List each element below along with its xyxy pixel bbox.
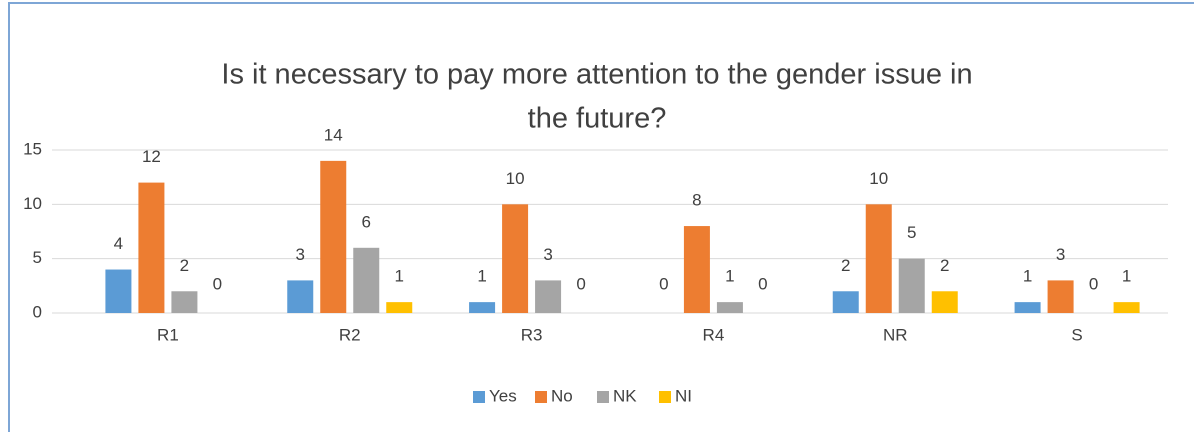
- legend-label: No: [551, 386, 573, 405]
- bar: [386, 302, 413, 313]
- x-tick-label: NR: [883, 325, 908, 344]
- bar: [898, 258, 925, 313]
- bar: [320, 160, 347, 313]
- data-label: 0: [758, 274, 767, 293]
- bar: [931, 291, 958, 313]
- data-label: 5: [907, 223, 916, 242]
- legend-swatch: [659, 391, 671, 403]
- bar: [138, 182, 165, 313]
- data-label: 2: [180, 256, 189, 275]
- bar: [535, 280, 562, 313]
- data-label: 6: [362, 212, 371, 231]
- bar: [171, 291, 198, 313]
- data-label: 2: [841, 256, 850, 275]
- data-label: 0: [213, 274, 222, 293]
- data-label: 14: [324, 125, 343, 144]
- legend-label: NI: [675, 386, 692, 405]
- data-label: 1: [477, 267, 486, 286]
- chart-title: Is it necessary to pay more attention to…: [221, 59, 972, 91]
- bar: [502, 204, 529, 313]
- data-label: 12: [142, 147, 161, 166]
- legend-label: NK: [613, 386, 637, 405]
- data-label: 4: [114, 234, 123, 253]
- data-label: 2: [940, 256, 949, 275]
- data-label: 3: [543, 245, 552, 264]
- bar: [683, 226, 710, 313]
- data-label: 0: [576, 274, 585, 293]
- data-label: 1: [1122, 267, 1131, 286]
- y-tick-label: 15: [23, 139, 42, 158]
- bar: [105, 269, 132, 313]
- data-label: 1: [725, 267, 734, 286]
- x-tick-label: S: [1071, 325, 1082, 344]
- bar: [832, 291, 859, 313]
- x-tick-label: R1: [157, 325, 179, 344]
- data-label: 1: [1023, 267, 1032, 286]
- chart-title: the future?: [528, 103, 667, 135]
- bar: [287, 280, 314, 313]
- bar: [716, 302, 743, 313]
- x-tick-label: R2: [339, 325, 361, 344]
- legend-swatch: [473, 391, 485, 403]
- data-label: 8: [692, 191, 701, 210]
- x-tick-label: R4: [703, 325, 725, 344]
- data-label: 0: [659, 274, 668, 293]
- bar: [1113, 302, 1140, 313]
- data-label: 3: [296, 245, 305, 264]
- legend-label: Yes: [489, 386, 517, 405]
- data-label: 0: [1089, 274, 1098, 293]
- bar: [1047, 280, 1074, 313]
- bar: [353, 247, 380, 313]
- y-tick-label: 0: [33, 302, 42, 321]
- data-label: 10: [506, 169, 525, 188]
- data-label: 1: [395, 267, 404, 286]
- legend-swatch: [597, 391, 609, 403]
- data-label: 3: [1056, 245, 1065, 264]
- y-tick-label: 5: [33, 248, 42, 267]
- bar: [865, 204, 892, 313]
- frame: [8, 2, 1194, 432]
- bar: [1014, 302, 1041, 313]
- x-tick-label: R3: [521, 325, 543, 344]
- bar: [469, 302, 496, 313]
- legend-swatch: [535, 391, 547, 403]
- data-label: 10: [869, 169, 888, 188]
- y-tick-label: 10: [23, 194, 42, 213]
